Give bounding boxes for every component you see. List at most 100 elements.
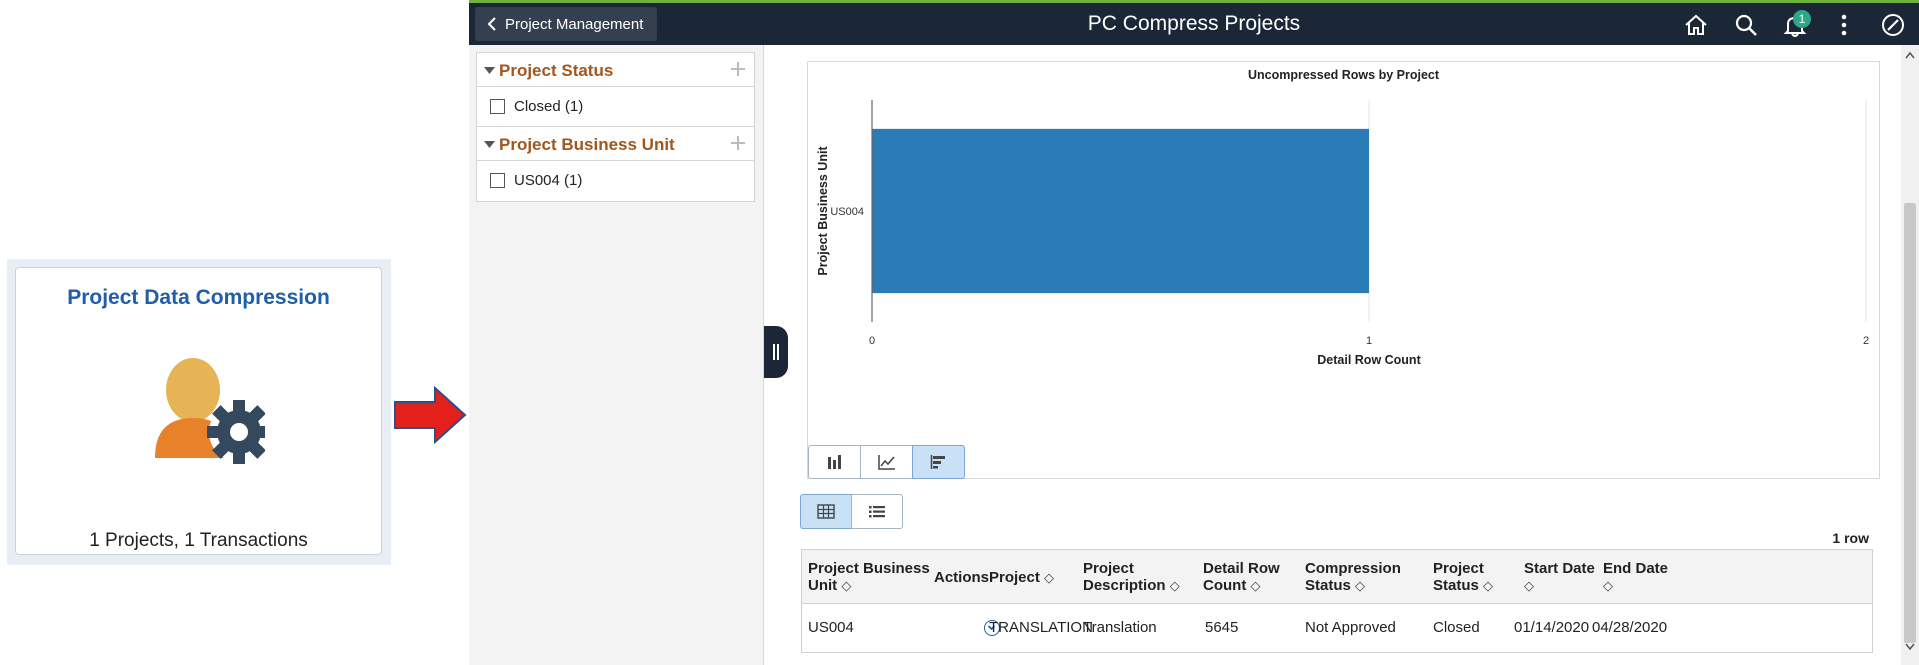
sort-icon[interactable]: ◇ [841, 578, 852, 593]
sort-icon[interactable]: ◇ [1044, 570, 1055, 585]
tile-footer: 1 Projects, 1 Transactions [89, 530, 308, 551]
column-header-text: Status [1433, 577, 1479, 594]
y-category-label: US004 [830, 206, 864, 218]
grid-view-icon [817, 504, 835, 519]
row-actions-button[interactable] [984, 620, 1000, 636]
column-header-text: Count [1203, 577, 1247, 594]
navbar-compass-icon[interactable] [1880, 12, 1906, 38]
home-icon[interactable] [1683, 12, 1709, 38]
column-header-start-date[interactable]: Start Date ◇ [1524, 560, 1595, 594]
cell-end-date: 04/28/2020 [1592, 619, 1668, 636]
results-grid: Project Business Unit ◇ Actions Project … [801, 549, 1873, 653]
x-tick-label: 1 [1366, 335, 1372, 347]
notification-badge: 1 [1793, 10, 1811, 28]
collapse-bar [777, 344, 779, 360]
grid-view-button[interactable] [800, 494, 852, 529]
tile-container: Project Data Compression [7, 259, 391, 565]
column-header-text: Description [1083, 577, 1166, 594]
filter-group-header[interactable]: Project Business Unit [477, 127, 754, 161]
filter-checkbox[interactable] [490, 173, 505, 188]
line-chart-icon [877, 455, 895, 470]
column-header-compression-status[interactable]: Compression Status ◇ [1305, 560, 1401, 594]
header-bar: Project Management PC Compress Projects … [469, 3, 1919, 45]
filter-group-title: Project Business Unit [499, 135, 675, 154]
column-header-text: Start Date [1524, 560, 1595, 577]
sort-icon[interactable]: ◇ [1169, 578, 1180, 593]
filter-group-project-status: Project Status Closed (1) [476, 52, 755, 128]
view-toggle [800, 494, 903, 529]
cell-project: TRANSLATION [989, 619, 1093, 636]
cell-detail-row-count: 5645 [1205, 619, 1239, 636]
sort-icon[interactable]: ◇ [1524, 578, 1534, 593]
accent-line [469, 0, 1919, 3]
scroll-thumb[interactable] [1904, 203, 1916, 643]
column-header-end-date[interactable]: End Date ◇ [1603, 560, 1668, 594]
sort-icon[interactable]: ◇ [1483, 578, 1494, 593]
column-header-text: Status [1305, 577, 1351, 594]
collapse-bar [773, 344, 775, 360]
chevron-down-icon [987, 625, 996, 631]
filter-item-label: Closed (1) [514, 98, 584, 115]
filter-panel: Project Status Closed (1) Project Busine… [469, 45, 764, 665]
sort-icon[interactable]: ◇ [1355, 578, 1366, 593]
column-header-project-description[interactable]: Project Description ◇ [1083, 560, 1180, 594]
scroll-down-icon[interactable] [1905, 643, 1915, 651]
column-header-actions: Actions [934, 569, 989, 586]
sort-icon[interactable]: ◇ [1250, 578, 1261, 593]
x-axis-label: Detail Row Count [1317, 353, 1421, 367]
bar-us004 [872, 128, 1369, 294]
filter-group-header[interactable]: Project Status [477, 53, 754, 87]
column-header-project-status[interactable]: Project Status ◇ [1433, 560, 1493, 594]
cell-compression-status: Not Approved [1305, 619, 1396, 636]
grid-header: Project Business Unit ◇ Actions Project … [802, 550, 1872, 604]
scroll-up-icon[interactable] [1905, 51, 1915, 59]
x-tick-label: 2 [1863, 335, 1869, 347]
line-chart-button[interactable] [860, 445, 913, 479]
cell-project-status: Closed [1433, 619, 1480, 636]
cell-business-unit: US004 [808, 619, 854, 636]
column-header-text: End Date [1603, 560, 1669, 577]
column-header-business-unit[interactable]: Project Business Unit ◇ [808, 560, 930, 594]
cell-project-description: Translation [1083, 619, 1157, 636]
column-header-detail-row-count[interactable]: Detail Row Count ◇ [1203, 560, 1280, 594]
filter-item-label: US004 (1) [514, 172, 583, 189]
filter-item-us004[interactable]: US004 (1) [477, 161, 754, 201]
search-icon[interactable] [1733, 12, 1759, 38]
column-header-text: Actions [934, 569, 990, 586]
back-button[interactable]: Project Management [475, 7, 658, 41]
red-right-arrow-icon [394, 385, 467, 445]
vertical-bar-chart-button[interactable] [808, 445, 861, 479]
filter-checkbox[interactable] [490, 99, 505, 114]
sort-icon[interactable]: ◇ [1603, 578, 1613, 593]
list-view-icon [869, 506, 885, 518]
collapse-triangle-icon [484, 141, 495, 148]
column-header-text: Compression [1305, 560, 1401, 577]
back-button-label: Project Management [505, 15, 644, 33]
panel-collapse-tab[interactable] [764, 326, 788, 378]
vertical-scrollbar[interactable] [1901, 45, 1919, 665]
y-axis-label: Project Business Unit [816, 146, 830, 276]
horizontal-bar-chart-button[interactable] [912, 445, 965, 479]
cell-start-date: 01/14/2020 [1514, 619, 1590, 636]
drag-handle-icon[interactable] [731, 62, 745, 76]
chart-title: Uncompressed Rows by Project [1248, 68, 1440, 82]
more-options-icon[interactable] [1831, 12, 1857, 38]
column-header-text: Unit [808, 577, 838, 594]
column-header-project[interactable]: Project ◇ [989, 569, 1054, 586]
list-view-button[interactable] [851, 494, 903, 529]
column-header-text: Project [1433, 560, 1484, 577]
x-tick-label: 0 [869, 335, 875, 347]
filter-group-title: Project Status [499, 61, 614, 80]
filter-item-closed[interactable]: Closed (1) [477, 87, 754, 127]
vertical-bar-chart-icon [827, 455, 841, 469]
collapse-triangle-icon [484, 67, 495, 74]
column-header-text: Detail Row [1203, 560, 1280, 577]
drag-handle-icon[interactable] [731, 136, 745, 150]
tile-title: Project Data Compression [67, 286, 330, 309]
project-data-compression-tile[interactable]: Project Data Compression [15, 267, 382, 555]
app-window: Project Management PC Compress Projects … [469, 0, 1919, 665]
column-header-text: Project [1083, 560, 1134, 577]
chart-type-toggle [808, 445, 965, 480]
bar-chart: Uncompressed Rows by Project 0 1 2 US004 Deta… [816, 68, 1869, 367]
user-gear-icon [155, 358, 265, 464]
